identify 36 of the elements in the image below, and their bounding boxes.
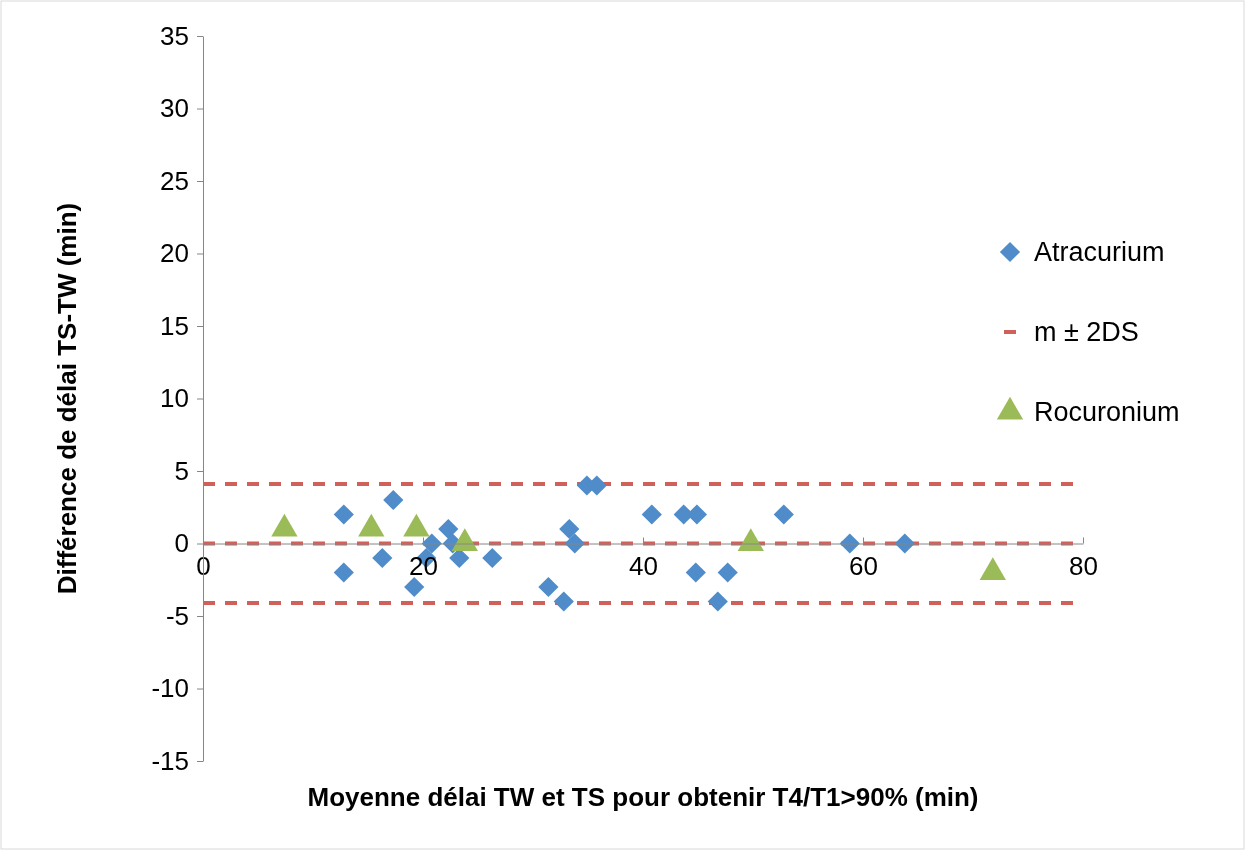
- point: [333, 562, 354, 583]
- x-tick-label: 40: [629, 551, 658, 582]
- point: [559, 518, 580, 540]
- y-tick-label: -10: [151, 673, 189, 704]
- y-axis-title: Différence de délai TS-TW (min): [52, 202, 82, 595]
- point: [538, 576, 559, 598]
- legend-label: Atracurium: [1034, 237, 1165, 267]
- point: [333, 504, 354, 525]
- y-tick-label: 20: [160, 238, 189, 269]
- y-tick-label: -15: [151, 745, 189, 776]
- x-tick-label: 60: [849, 551, 878, 582]
- point: [383, 489, 404, 511]
- y-tick-label: 15: [160, 310, 189, 341]
- x-tick-label: 20: [409, 551, 438, 582]
- point: [372, 547, 393, 569]
- y-tick-label: 5: [174, 455, 189, 486]
- point: [553, 591, 574, 612]
- y-tick-label: -5: [165, 600, 189, 631]
- y-tick-label: 30: [160, 93, 189, 124]
- point: [438, 518, 459, 540]
- y-tick-label: 25: [160, 165, 189, 196]
- point: [641, 504, 662, 525]
- legend-label: Rocuronium: [1034, 397, 1180, 427]
- point: [685, 562, 706, 583]
- point: [773, 504, 794, 525]
- point: [717, 562, 738, 583]
- legend-label: m ± 2DS: [1034, 317, 1139, 347]
- y-tick-label: 35: [160, 20, 189, 51]
- point: [707, 591, 728, 612]
- x-axis-title: Moyenne délai TW et TS pour obtenir T4/T1>90% (min): [307, 782, 979, 812]
- x-tick-label: 0: [196, 551, 211, 582]
- point: [404, 576, 425, 598]
- y-tick-label: 10: [160, 383, 189, 414]
- y-tick-label: 0: [174, 528, 189, 559]
- x-tick-label: 80: [1069, 551, 1098, 582]
- point: [482, 547, 503, 569]
